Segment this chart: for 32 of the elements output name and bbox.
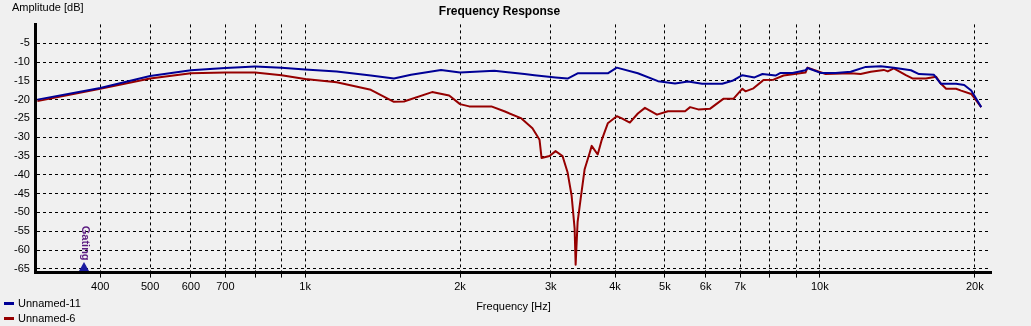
y-tick-label: -25 bbox=[13, 111, 30, 124]
x-tick-label: 1k bbox=[299, 280, 312, 293]
y-tick-label: -60 bbox=[13, 243, 30, 256]
x-tick-label: 10k bbox=[810, 280, 830, 293]
chart-title: Frequency Response bbox=[438, 3, 561, 18]
x-tick-label: 3k bbox=[544, 280, 557, 293]
y-axis-title: Amplitude [dB] bbox=[12, 0, 84, 13]
x-tick-label: 400 bbox=[91, 280, 110, 293]
x-tick-label: 5k bbox=[659, 280, 672, 293]
x-tick-label: 6k bbox=[699, 280, 712, 293]
y-tick-label: -5 bbox=[20, 36, 30, 49]
x-axis-title: Frequency [Hz] bbox=[476, 300, 551, 313]
legend-label: Unnamed-11 bbox=[18, 296, 81, 311]
x-tick-label: 600 bbox=[181, 280, 201, 293]
y-tick-label: -20 bbox=[13, 92, 30, 105]
legend-label: Unnamed-6 bbox=[18, 311, 76, 326]
x-tick-label: 7k bbox=[734, 280, 747, 293]
y-tick-label: -15 bbox=[13, 73, 30, 86]
x-tick-label: 4k bbox=[609, 280, 622, 293]
y-tick-label: -30 bbox=[13, 130, 30, 143]
x-tick-label: 20k bbox=[965, 280, 985, 293]
x-tick-label: 500 bbox=[140, 280, 160, 293]
y-tick-label: -55 bbox=[13, 224, 30, 237]
y-tick-label: -50 bbox=[13, 205, 30, 218]
y-tick-label: -65 bbox=[13, 261, 30, 274]
x-tick-label: 700 bbox=[216, 280, 235, 293]
annotation: Gating bbox=[79, 225, 92, 261]
y-tick-label: -45 bbox=[13, 186, 30, 199]
y-tick-label: -10 bbox=[13, 55, 30, 68]
y-tick-label: -40 bbox=[13, 167, 30, 180]
y-tick-label: -35 bbox=[13, 149, 30, 162]
x-tick-label: 2k bbox=[454, 280, 467, 293]
